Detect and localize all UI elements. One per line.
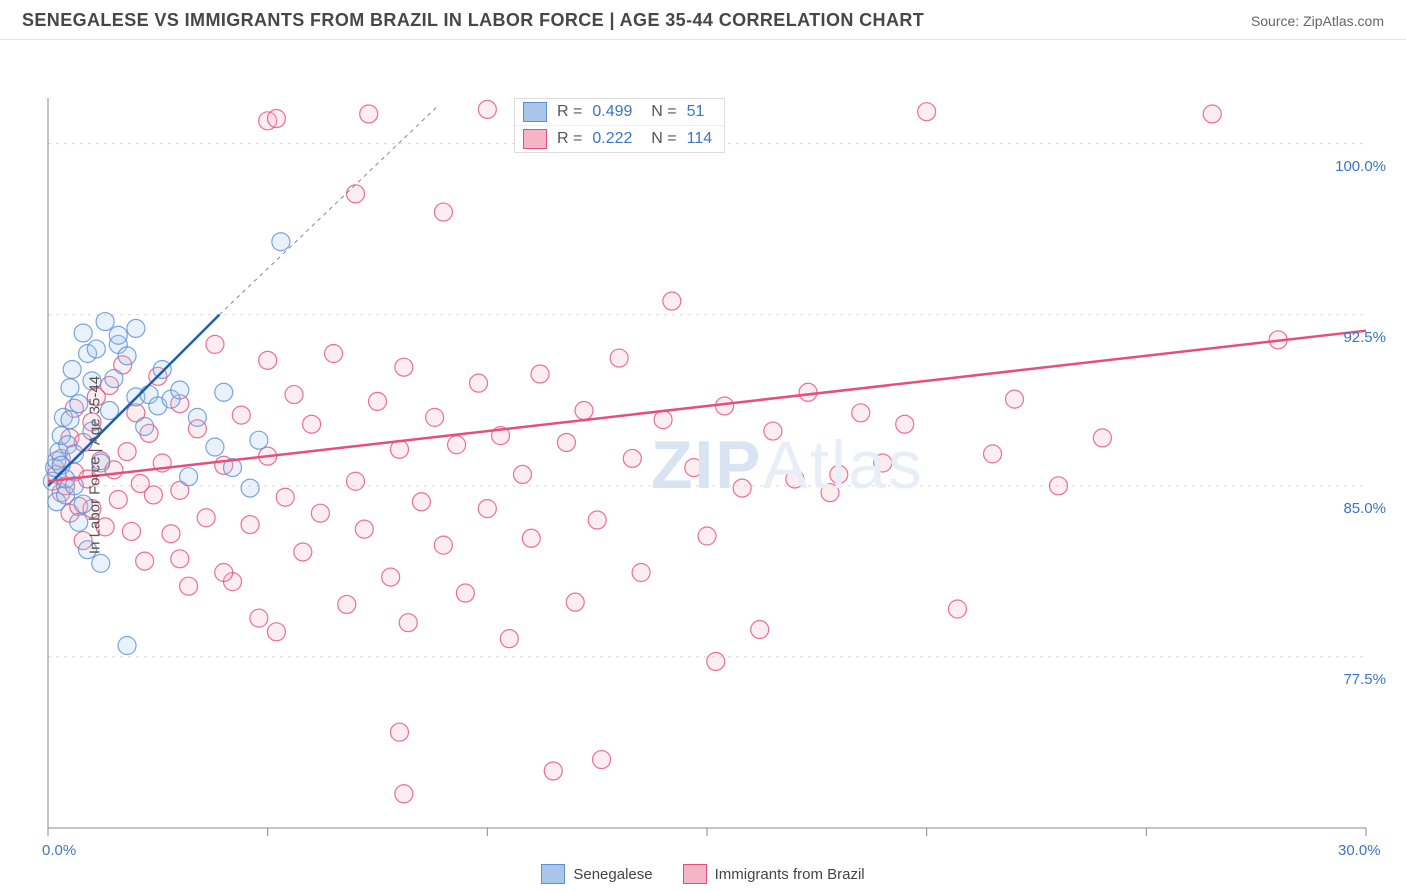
stats-n-value: 114 (687, 130, 713, 148)
x-tick-label: 0.0% (42, 842, 76, 859)
legend-label: Senegalese (573, 866, 652, 883)
stats-n-label: N = (642, 130, 676, 148)
legend-label: Immigrants from Brazil (715, 866, 865, 883)
y-tick-label: 77.5% (1343, 671, 1386, 688)
swatch-brazil (523, 129, 547, 149)
stats-r-label: R = (557, 103, 582, 121)
chart-title: SENEGALESE VS IMMIGRANTS FROM BRAZIL IN … (22, 10, 924, 31)
stats-row-brazil: R = 0.222 N = 114 (515, 125, 724, 152)
stats-row-senegalese: R = 0.499 N = 51 (515, 99, 724, 125)
stats-n-value: 51 (687, 103, 705, 121)
chart-area: In Labor Force | Age 35-44 ZIPAtlas R = … (0, 40, 1406, 890)
stats-n-label: N = (642, 103, 676, 121)
bottom-legend: Senegalese Immigrants from Brazil (0, 864, 1406, 884)
swatch-senegalese (523, 102, 547, 122)
stats-r-value: 0.499 (592, 103, 632, 121)
scatter-plot-svg (0, 40, 1406, 860)
y-axis-label: In Labor Force | Age 35-44 (87, 376, 104, 554)
stats-box: R = 0.499 N = 51 R = 0.222 N = 114 (514, 98, 725, 153)
y-tick-label: 92.5% (1343, 329, 1386, 346)
stats-r-value: 0.222 (592, 130, 632, 148)
y-tick-label: 100.0% (1335, 158, 1386, 175)
y-tick-label: 85.0% (1343, 500, 1386, 517)
stats-r-label: R = (557, 130, 582, 148)
header: SENEGALESE VS IMMIGRANTS FROM BRAZIL IN … (0, 0, 1406, 40)
x-tick-label: 30.0% (1338, 842, 1381, 859)
source-label: Source: ZipAtlas.com (1251, 13, 1384, 29)
legend-item-senegalese: Senegalese (541, 864, 652, 884)
legend-swatch-brazil (683, 864, 707, 884)
legend-swatch-senegalese (541, 864, 565, 884)
legend-item-brazil: Immigrants from Brazil (683, 864, 865, 884)
